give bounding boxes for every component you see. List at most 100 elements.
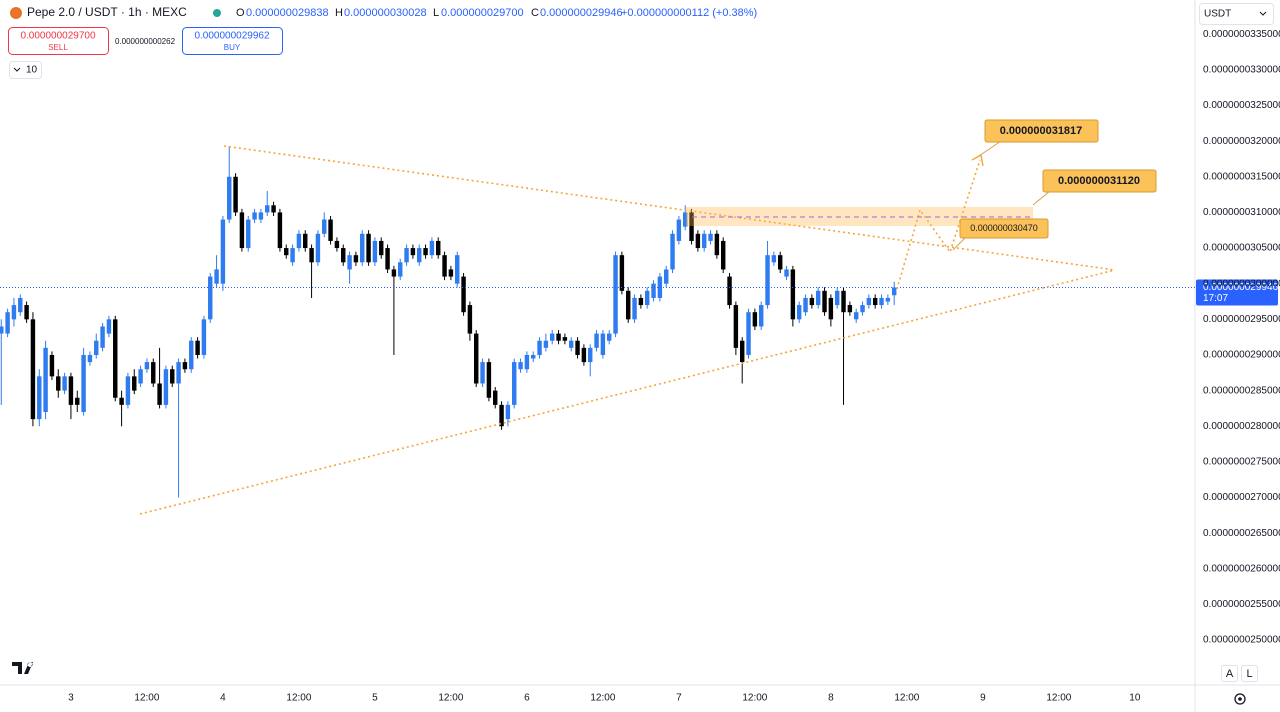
- y-tick-label: 0.0000000280000: [1203, 421, 1280, 432]
- candle-body: [505, 404, 511, 420]
- callout-pointer: [978, 140, 1002, 157]
- candle-body: [113, 319, 118, 398]
- x-tick-label: 12:00: [1046, 693, 1071, 704]
- candle-body: [18, 297, 23, 313]
- candle-body: [771, 255, 777, 263]
- candle-body: [550, 333, 555, 341]
- candle-body: [315, 233, 321, 263]
- x-tick-label: 12:00: [742, 693, 767, 704]
- candle-body: [556, 333, 561, 341]
- y-tick-label: 0.0000000325000: [1203, 100, 1280, 111]
- candle-body: [309, 248, 314, 263]
- buy-button[interactable]: [182, 27, 283, 55]
- settings-icon-center: [1238, 697, 1242, 701]
- candle-body: [87, 354, 93, 363]
- candle-body: [670, 233, 675, 270]
- candle-body: [885, 297, 891, 302]
- last-price-label: 0.000000029946: [1203, 282, 1279, 293]
- candle-body: [220, 219, 226, 284]
- candle-body: [701, 233, 707, 249]
- candle-body: [493, 390, 498, 405]
- candle-body: [271, 205, 276, 213]
- candle-body: [277, 212, 283, 249]
- candle-body: [163, 369, 169, 405]
- candle-body: [100, 326, 105, 348]
- buy-price: 0.000000029962: [194, 31, 270, 42]
- candle-body: [606, 333, 612, 341]
- sell-button[interactable]: [8, 27, 109, 55]
- y-tick-label: 0.0000000330000: [1203, 64, 1280, 75]
- drawings: [139, 145, 1116, 515]
- candle-body: [347, 255, 352, 270]
- x-tick-label: 12:00: [590, 693, 615, 704]
- candle-body: [739, 340, 745, 363]
- candle-body: [765, 255, 770, 306]
- candle-body: [366, 233, 371, 263]
- ohlc-value: 0.000000029700: [441, 7, 524, 19]
- ohlc-label: O: [236, 7, 245, 19]
- candle-body: [562, 337, 568, 341]
- candle-body: [758, 305, 764, 327]
- currency: USDT: [1204, 9, 1231, 20]
- currency-select[interactable]: [1199, 3, 1274, 25]
- candle-body: [777, 255, 783, 270]
- log-scale-button[interactable]: [1241, 665, 1258, 682]
- candle-body: [815, 290, 821, 306]
- candle-body: [834, 290, 840, 306]
- candle-body: [657, 276, 663, 298]
- candle-body: [442, 255, 447, 277]
- candle-body: [24, 305, 29, 320]
- x-tick-label: 9: [980, 693, 986, 704]
- candle-body: [258, 212, 264, 220]
- candle-body: [448, 269, 454, 277]
- y-tick-label: 0.0000000295000: [1203, 314, 1280, 325]
- candle-body: [644, 290, 650, 306]
- button-label: A: [1226, 668, 1234, 680]
- candle-body: [138, 369, 143, 384]
- candle-body: [385, 248, 390, 270]
- candle-body: [391, 269, 397, 277]
- candle-body: [68, 376, 74, 405]
- y-tick-label: 0.0000000315000: [1203, 171, 1280, 182]
- indicator-count: 10: [26, 65, 38, 76]
- y-tick-label: 0.0000000310000: [1203, 207, 1280, 218]
- candle-body: [708, 233, 713, 241]
- y-tick-label: 0.0000000335000: [1203, 29, 1280, 40]
- candle-body: [455, 255, 460, 284]
- indicator-toggle[interactable]: [9, 61, 42, 79]
- candle-body: [651, 283, 656, 298]
- candle-body: [341, 248, 346, 263]
- candle-body: [796, 305, 802, 320]
- candle-body: [518, 362, 523, 370]
- candle-body: [75, 397, 80, 405]
- price-change: +0.000000000112 (+0.38%): [621, 7, 757, 19]
- candle-body: [246, 219, 251, 249]
- x-tick-label: 5: [372, 693, 378, 704]
- callout-label: 0.000000031817: [1000, 125, 1083, 137]
- candle-body: [379, 240, 384, 256]
- candle-body: [891, 287, 897, 296]
- callout-box: [984, 119, 1099, 143]
- auto-scale-button[interactable]: [1221, 665, 1238, 682]
- candle-body: [784, 269, 789, 277]
- candle-body: [5, 312, 10, 334]
- candle-body: [588, 347, 593, 363]
- candle-body: [613, 255, 618, 334]
- candle-body: [37, 376, 42, 420]
- candle-body: [404, 248, 409, 263]
- settings-icon[interactable]: [1234, 693, 1246, 705]
- y-tick-label: 0.0000000265000: [1203, 528, 1280, 539]
- candle-body: [49, 354, 55, 377]
- candle-body: [543, 340, 549, 348]
- x-tick-label: 12:00: [438, 693, 463, 704]
- candle-body: [581, 347, 587, 363]
- candle-body: [467, 305, 473, 334]
- candle-body: [290, 248, 295, 263]
- y-tick-label: 0.0000000275000: [1203, 457, 1280, 468]
- candle-body: [106, 319, 112, 334]
- callout-box: [959, 218, 1049, 239]
- y-tick-label: 0.0000000290000: [1203, 350, 1280, 361]
- candle-body: [303, 233, 308, 249]
- ohlc-label: H: [335, 7, 343, 19]
- symbol-logo: [10, 7, 22, 19]
